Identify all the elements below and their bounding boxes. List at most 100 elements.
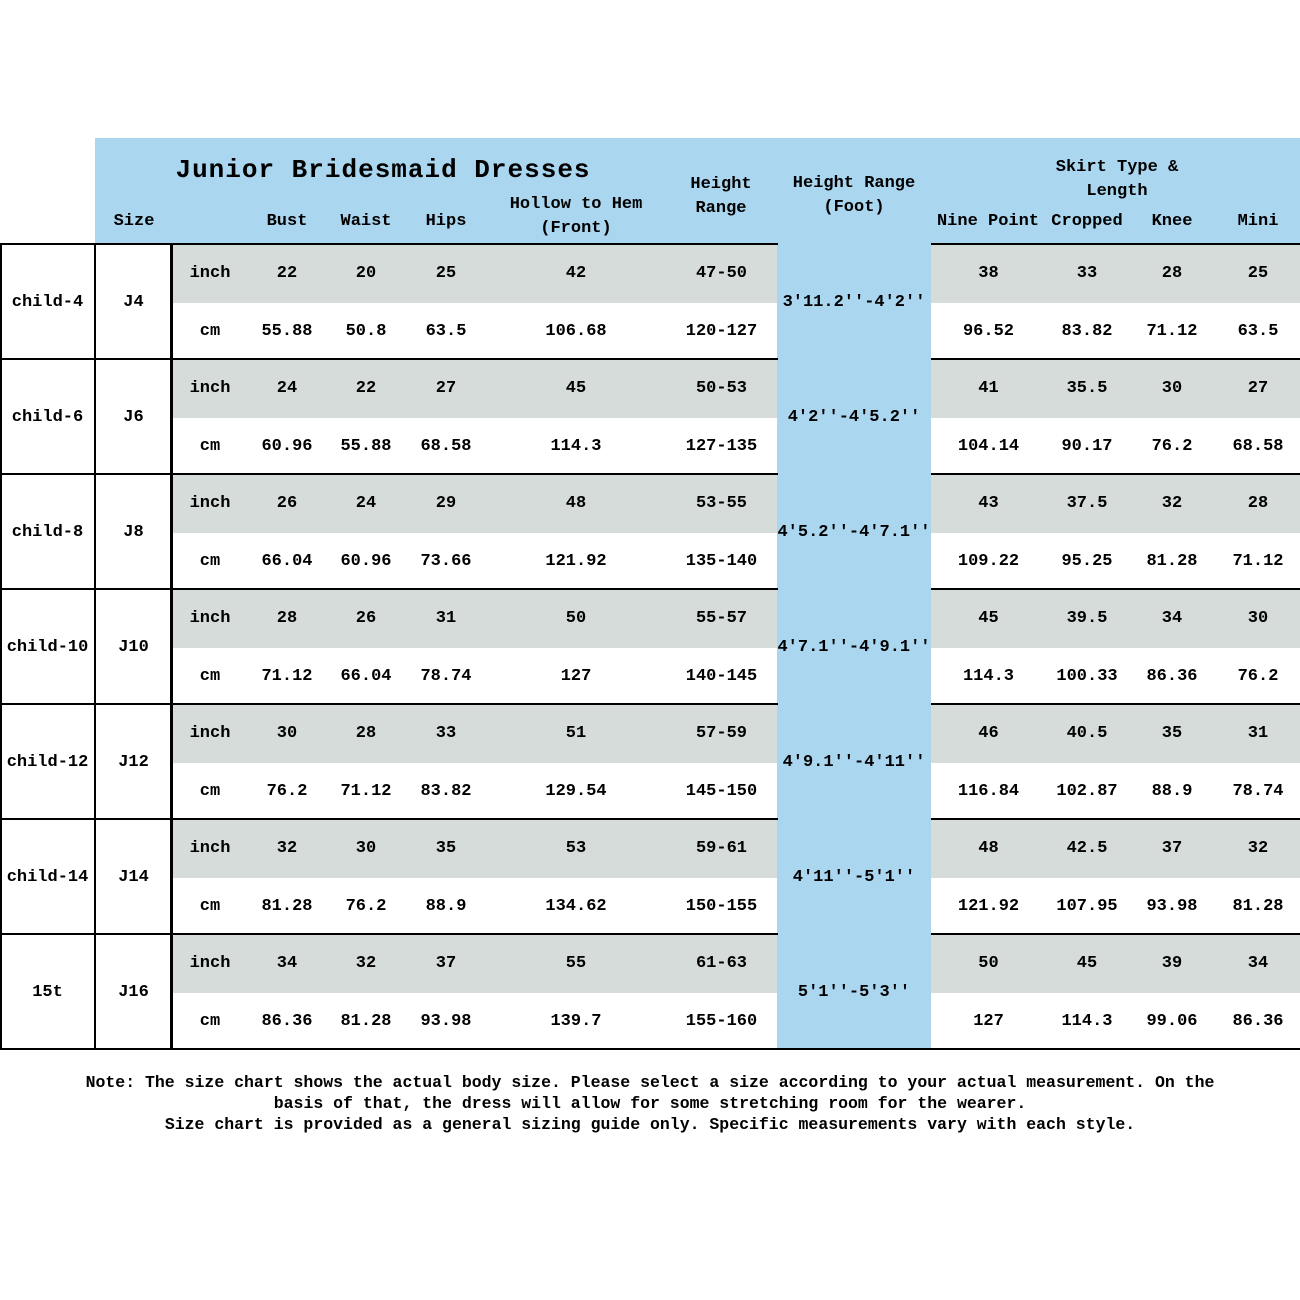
- inch-subrow: inch 22 20 25 42 47-50 38 33 28 25: [172, 245, 1300, 303]
- cropped-inch: 35.5: [1066, 379, 1108, 399]
- height-range-cm: 127-135: [685, 436, 758, 456]
- height-foot-spacer: [777, 360, 931, 418]
- height-range-foot-value: 4'7.1''-4'9.1'': [777, 638, 931, 657]
- hollow-cm: 106.68: [545, 321, 607, 341]
- knee-cm: 93.98: [1146, 896, 1198, 916]
- measurement-cells: inch 24 22 27 45 50-53 41 35.5 30 27 cm: [172, 360, 1300, 475]
- knee-inch: 39: [1161, 954, 1183, 974]
- unit-label: cm: [199, 781, 221, 801]
- mini-inch: 25: [1247, 264, 1269, 284]
- bust-cm: 86.36: [261, 1011, 313, 1031]
- note-line-1: Note: The size chart shows the actual bo…: [85, 1073, 1215, 1092]
- cm-subrow: cm 55.88 50.8 63.5 106.68 120-127 96.52 …: [172, 302, 1300, 360]
- divider: [931, 358, 1300, 360]
- nine-point-inch: 43: [978, 494, 999, 514]
- unit-label: inch: [189, 494, 231, 514]
- size-code-cell: J6: [123, 408, 144, 427]
- height-range-foot-value: 4'11''-5'1'': [792, 868, 916, 887]
- child-size-cell: child-4: [11, 293, 84, 312]
- cropped-cm: 90.17: [1061, 436, 1113, 456]
- hips-inch: 31: [435, 609, 457, 629]
- waist-inch: 24: [355, 494, 377, 514]
- bust-inch: 26: [276, 494, 298, 514]
- hips-cm: 63.5: [425, 321, 467, 341]
- measurement-cells: inch 26 24 29 48 53-55 43 37.5 32 28 cm: [172, 475, 1300, 590]
- height-foot-spacer: [777, 762, 931, 820]
- waist-inch: 20: [355, 264, 377, 284]
- hips-inch: 33: [435, 724, 457, 744]
- mini-cm: 81.28: [1232, 896, 1284, 916]
- inch-subrow: inch 24 22 27 45 50-53 41 35.5 30 27: [172, 360, 1300, 418]
- knee-inch: 35: [1161, 724, 1183, 744]
- col-header-waist: Waist: [340, 212, 392, 232]
- nine-point-cm: 127: [973, 1011, 1004, 1031]
- cropped-inch: 42.5: [1066, 839, 1108, 859]
- bust-inch: 32: [276, 839, 298, 859]
- col-header-height-range: Height Range: [690, 175, 752, 219]
- hollow-cm: 127: [560, 666, 592, 686]
- inch-subrow: inch 28 26 31 50 55-57 45 39.5 34 30: [172, 590, 1300, 648]
- bust-inch: 22: [276, 264, 298, 284]
- waist-inch: 22: [355, 379, 377, 399]
- waist-inch: 30: [355, 839, 377, 859]
- bust-inch: 30: [276, 724, 298, 744]
- nine-point-cm: 109.22: [957, 551, 1020, 571]
- waist-inch: 28: [355, 724, 377, 744]
- table-row-child-8: child-8 J8 inch 26 24 29 48 53-55 43 37.…: [0, 475, 1300, 590]
- cm-subrow: cm 60.96 55.88 68.58 114.3 127-135 104.1…: [172, 417, 1300, 475]
- nine-point-inch: 48: [978, 839, 999, 859]
- size-chart-table: Junior Bridesmaid Dresses Size Bust Wais…: [0, 138, 1300, 1050]
- hips-cm: 68.58: [420, 436, 472, 456]
- note-line-3: Size chart is provided as a general sizi…: [164, 1115, 1136, 1134]
- col-header-size: Size: [113, 212, 155, 232]
- cropped-cm: 100.33: [1056, 666, 1118, 686]
- bust-cm: 81.28: [261, 896, 313, 916]
- hips-inch: 25: [435, 264, 457, 284]
- unit-label: cm: [199, 551, 221, 571]
- knee-inch: 32: [1161, 494, 1183, 514]
- cropped-cm: 114.3: [1061, 1011, 1113, 1031]
- cropped-inch: 40.5: [1066, 724, 1108, 744]
- waist-cm: 71.12: [340, 781, 392, 801]
- waist-cm: 66.04: [340, 666, 392, 686]
- size-code-cell: J4: [123, 293, 144, 312]
- height-range-foot-value: 4'5.2''-4'7.1'': [777, 523, 931, 542]
- hollow-inch: 48: [565, 494, 587, 514]
- divider: [0, 1048, 1300, 1050]
- height-range-cm: 140-145: [685, 666, 758, 686]
- inch-subrow: inch 32 30 35 53 59-61 48 42.5 37 32: [172, 820, 1300, 878]
- note-line-2: basis of that, the dress will allow for …: [273, 1094, 1027, 1113]
- child-size-cell: child-8: [11, 523, 84, 542]
- hollow-inch: 45: [565, 379, 587, 399]
- height-foot-spacer: [777, 302, 931, 360]
- size-code-cell: J16: [118, 983, 149, 1002]
- height-range-inch: 53-55: [695, 494, 747, 514]
- note-text: Note: The size chart shows the actual bo…: [0, 1072, 1300, 1135]
- knee-cm: 71.12: [1146, 321, 1198, 341]
- height-foot-spacer: [777, 417, 931, 475]
- child-size-cell: child-12: [6, 753, 89, 772]
- table-row-child-4: child-4 J4 inch 22 20 25 42 47-50 38 33 …: [0, 245, 1300, 360]
- height-foot-spacer: [777, 935, 931, 993]
- unit-label: inch: [189, 264, 231, 284]
- table-row-child-12: child-12 J12 inch 30 28 33 51 57-59 46 4…: [0, 705, 1300, 820]
- hips-inch: 29: [435, 494, 457, 514]
- inch-subrow: inch 30 28 33 51 57-59 46 40.5 35 31: [172, 705, 1300, 763]
- knee-cm: 81.28: [1146, 551, 1198, 571]
- size-code-cell: J14: [118, 868, 149, 887]
- knee-cm: 88.9: [1151, 781, 1193, 801]
- hips-cm: 88.9: [425, 896, 467, 916]
- unit-label: inch: [189, 839, 231, 859]
- waist-cm: 55.88: [340, 436, 392, 456]
- cropped-inch: 45: [1076, 954, 1098, 974]
- hollow-inch: 50: [565, 609, 587, 629]
- unit-label: cm: [199, 666, 221, 686]
- height-range-inch: 61-63: [695, 954, 747, 974]
- nine-point-inch: 46: [978, 724, 999, 744]
- mini-cm: 86.36: [1232, 1011, 1284, 1031]
- size-code-cell: J8: [123, 523, 144, 542]
- table-body: child-4 J4 inch 22 20 25 42 47-50 38 33 …: [0, 245, 1300, 1050]
- divider: [931, 473, 1300, 475]
- waist-cm: 76.2: [345, 896, 387, 916]
- mini-cm: 71.12: [1232, 551, 1284, 571]
